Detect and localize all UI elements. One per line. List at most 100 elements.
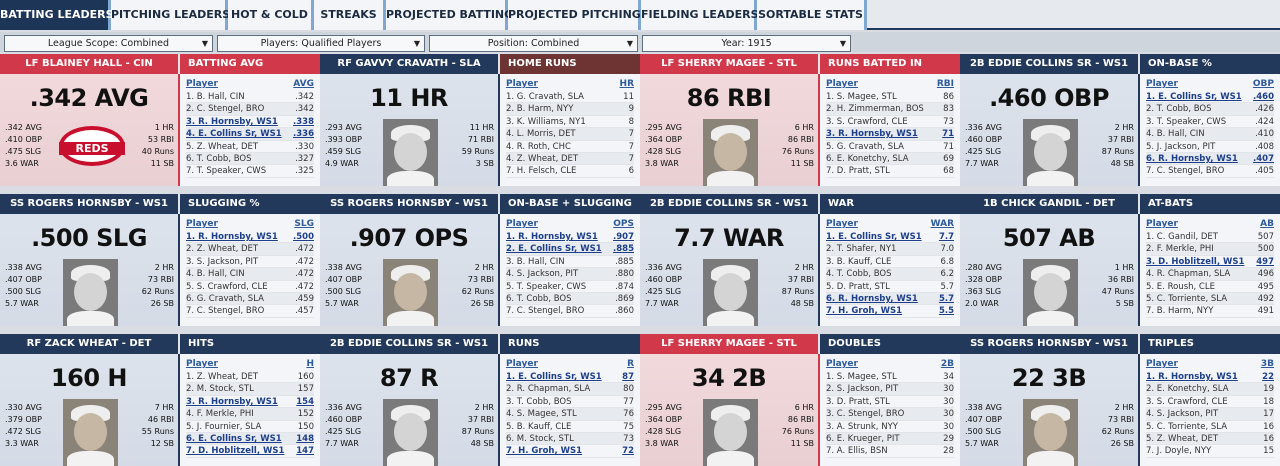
leader-name[interactable]: 2. C. Stengel, BRO — [186, 104, 265, 115]
leader-row[interactable]: 1. S. Magee, STL 86 — [826, 91, 954, 104]
player-name-header[interactable]: LF SHERRY MAGEE - STL — [640, 334, 818, 354]
player-column-header[interactable]: Player — [1146, 79, 1178, 89]
leader-row[interactable]: 6. E. Konetchy, SLA 69 — [826, 152, 954, 166]
leader-name[interactable]: 7. B. Harm, NYY — [1146, 306, 1214, 317]
list-header[interactable]: Player H — [186, 358, 314, 371]
leader-name[interactable]: 2. E. Konetchy, SLA — [1146, 384, 1229, 395]
player-column-header[interactable]: Player — [506, 79, 538, 89]
leader-row[interactable]: 7. H. Groh, WS1 72 — [506, 445, 634, 458]
player-column-header[interactable]: Player — [826, 359, 858, 369]
leader-name[interactable]: 6. E. Collins Sr, WS1 — [186, 433, 282, 444]
leader-name[interactable]: 2. E. Collins Sr, WS1 — [506, 244, 602, 255]
leader-row[interactable]: 4. S. Jackson, PIT 17 — [1146, 408, 1274, 421]
leader-name[interactable]: 2. M. Stock, STL — [186, 384, 254, 395]
leader-row[interactable]: 1. S. Magee, STL 34 — [826, 371, 954, 384]
leader-row[interactable]: 7. C. Stengel, BRO .860 — [506, 305, 634, 318]
leader-name[interactable]: 1. E. Collins Sr, WS1 — [506, 372, 602, 382]
leader-row[interactable]: 5. D. Pratt, STL 5.7 — [826, 281, 954, 293]
leader-row[interactable]: 3. S. Crawford, CLE 18 — [1146, 396, 1274, 409]
leader-row[interactable]: 3. R. Hornsby, WS1 .338 — [186, 116, 314, 129]
leader-row[interactable]: 2. R. Chapman, SLA 80 — [506, 383, 634, 396]
leader-name[interactable]: 2. F. Merkle, PHI — [1146, 244, 1214, 255]
leader-name[interactable]: 2. S. Jackson, PIT — [826, 384, 899, 395]
leader-name[interactable]: 5. S. Crawford, CLE — [186, 281, 268, 292]
leader-name[interactable]: 5. G. Cravath, SLA — [826, 141, 904, 152]
leader-row[interactable]: 7. C. Stengel, BRO .457 — [186, 305, 314, 318]
player-column-header[interactable]: Player — [826, 219, 858, 229]
leader-name[interactable]: 7. H. Groh, WS1 — [826, 306, 903, 317]
leader-name[interactable]: 3. S. Crawford, CLE — [1146, 396, 1228, 407]
leader-name[interactable]: 1. B. Hall, CIN — [186, 92, 245, 102]
leader-row[interactable]: 4. B. Hall, CIN .472 — [186, 268, 314, 281]
leader-name[interactable]: 7. C. Stengel, BRO — [186, 306, 265, 317]
stat-column-header[interactable]: AB — [1260, 219, 1274, 229]
leader-row[interactable]: 1. Z. Wheat, DET 160 — [186, 371, 314, 384]
leader-name[interactable]: 4. S. Jackson, PIT — [1146, 409, 1219, 420]
leader-name[interactable]: 2. B. Harm, NYY — [506, 104, 574, 115]
leader-row[interactable]: 5. G. Cravath, SLA 71 — [826, 141, 954, 153]
year-select[interactable]: Year: 1915 ▼ — [642, 35, 851, 52]
leader-row[interactable]: 5. T. Speaker, CWS .874 — [506, 281, 634, 293]
list-header[interactable]: Player 2B — [826, 358, 954, 371]
leader-name[interactable]: 5. C. Torriente, SLA — [1146, 293, 1228, 304]
leader-name[interactable]: 5. B. Kauff, CLE — [506, 421, 572, 432]
player-name-header[interactable]: 2B EDDIE COLLINS SR - WS1 — [320, 334, 498, 354]
tab-batting-leaders[interactable]: BATTING LEADERS — [0, 0, 114, 30]
player-name-header[interactable]: 1B CHICK GANDIL - DET — [960, 194, 1138, 214]
leader-name[interactable]: 4. R. Chapman, SLA — [1146, 269, 1231, 280]
leader-name[interactable]: 4. R. Roth, CHC — [506, 141, 571, 152]
leader-row[interactable]: 4. T. Cobb, BOS 6.2 — [826, 268, 954, 281]
list-header[interactable]: Player 3B — [1146, 358, 1274, 371]
leader-row[interactable]: 7. B. Harm, NYY 491 — [1146, 305, 1274, 318]
leader-name[interactable]: 1. R. Hornsby, WS1 — [506, 232, 598, 242]
leader-name[interactable]: 1. E. Collins Sr, WS1 — [826, 232, 922, 242]
leader-row[interactable]: 1. R. Hornsby, WS1 .500 — [186, 231, 314, 244]
leader-name[interactable]: 7. C. Stengel, BRO — [506, 306, 585, 317]
leader-name[interactable]: 4. S. Magee, STL — [506, 409, 577, 420]
player-name-header[interactable]: 2B EDDIE COLLINS SR - WS1 — [960, 54, 1138, 74]
leader-name[interactable]: 5. D. Pratt, STL — [826, 281, 890, 292]
leader-name[interactable]: 2. R. Chapman, SLA — [506, 384, 591, 395]
leader-name[interactable]: 3. S. Crawford, CLE — [826, 116, 908, 127]
stat-column-header[interactable]: 2B — [940, 359, 954, 369]
leader-row[interactable]: 6. M. Stock, STL 73 — [506, 432, 634, 446]
leader-row[interactable]: 2. T. Cobb, BOS .426 — [1146, 103, 1274, 116]
leader-name[interactable]: 7. J. Doyle, NYY — [1146, 446, 1212, 457]
player-column-header[interactable]: Player — [826, 79, 858, 89]
leader-name[interactable]: 4. F. Merkle, PHI — [186, 409, 254, 420]
leader-name[interactable]: 7. D. Pratt, STL — [826, 166, 890, 177]
leader-row[interactable]: 3. D. Pratt, STL 30 — [826, 396, 954, 409]
leader-name[interactable]: 2. T. Cobb, BOS — [1146, 104, 1212, 115]
leader-row[interactable]: 7. H. Groh, WS1 5.5 — [826, 305, 954, 318]
leader-row[interactable]: 3. K. Williams, NY1 8 — [506, 116, 634, 129]
leader-name[interactable]: 3. R. Hornsby, WS1 — [186, 396, 278, 407]
leader-name[interactable]: 3. K. Williams, NY1 — [506, 116, 586, 127]
player-column-header[interactable]: Player — [1146, 359, 1178, 369]
leader-row[interactable]: 3. T. Speaker, CWS .424 — [1146, 116, 1274, 129]
leader-row[interactable]: 1. E. Collins Sr, WS1 87 — [506, 371, 634, 384]
leader-row[interactable]: 3. S. Jackson, PIT .472 — [186, 256, 314, 269]
leader-name[interactable]: 4. L. Morris, DET — [506, 129, 576, 140]
leader-row[interactable]: 2. Z. Wheat, DET .472 — [186, 243, 314, 256]
leader-row[interactable]: 1. R. Hornsby, WS1 22 — [1146, 371, 1274, 384]
leader-row[interactable]: 2. E. Konetchy, SLA 19 — [1146, 383, 1274, 396]
leader-name[interactable]: 4. T. Cobb, BOS — [826, 269, 892, 280]
leader-row[interactable]: 6. R. Hornsby, WS1 5.7 — [826, 292, 954, 306]
leader-name[interactable]: 4. S. Jackson, PIT — [506, 269, 579, 280]
leader-name[interactable]: 7. C. Stengel, BRO — [1146, 166, 1225, 177]
leader-name[interactable]: 6. E. Krueger, PIT — [826, 433, 900, 444]
stat-column-header[interactable]: R — [627, 359, 634, 369]
leader-name[interactable]: 5. Z. Wheat, DET — [1146, 433, 1219, 444]
leader-row[interactable]: 6. G. Cravath, SLA .459 — [186, 292, 314, 306]
stat-column-header[interactable]: AVG — [293, 79, 314, 89]
leader-row[interactable]: 3. B. Kauff, CLE 6.8 — [826, 256, 954, 269]
leader-row[interactable]: 3. R. Hornsby, WS1 154 — [186, 396, 314, 409]
leader-name[interactable]: 7. T. Speaker, CWS — [186, 166, 267, 177]
tab-pitching-leaders[interactable]: PITCHING LEADERS — [111, 0, 230, 30]
leader-row[interactable]: 1. G. Cravath, SLA 11 — [506, 91, 634, 104]
player-name-header[interactable]: RF GAVVY CRAVATH - SLA — [320, 54, 498, 74]
player-column-header[interactable]: Player — [506, 359, 538, 369]
leader-name[interactable]: 7. H. Groh, WS1 — [506, 446, 583, 457]
leader-row[interactable]: 5. E. Roush, CLE 495 — [1146, 281, 1274, 293]
leader-row[interactable]: 6. E. Krueger, PIT 29 — [826, 432, 954, 446]
